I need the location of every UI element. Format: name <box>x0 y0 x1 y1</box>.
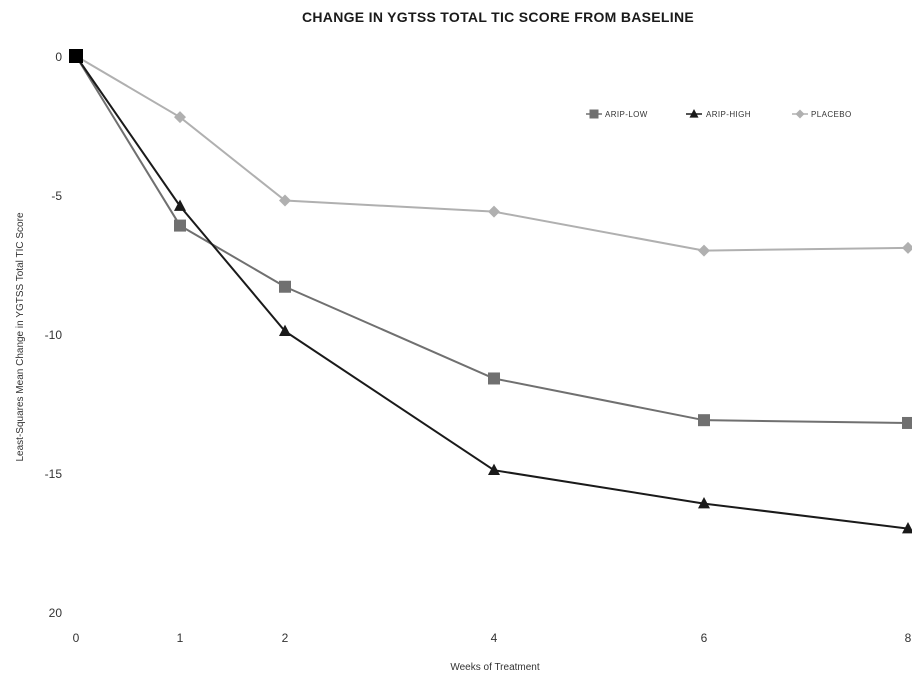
data-point-placebo <box>902 241 912 254</box>
data-point-arip-high <box>698 496 710 509</box>
y-tick-label: -15 <box>45 467 63 481</box>
x-tick-label: 2 <box>282 631 289 645</box>
data-point-arip-high <box>902 522 912 534</box>
legend-marker-arip-low <box>589 109 599 119</box>
y-tick-label: 0 <box>55 50 62 64</box>
data-point-arip-high <box>279 324 291 337</box>
chart-title: CHANGE IN YGTSS TOTAL TIC SCORE FROM BAS… <box>302 9 694 25</box>
x-tick-label: 4 <box>491 631 498 645</box>
series-layer <box>69 49 912 534</box>
series-line-placebo <box>75 55 909 252</box>
x-tick-label: 6 <box>701 631 708 645</box>
y-tick-label: 20 <box>49 606 63 620</box>
y-axis-label: Least-Squares Mean Change in YGTSS Total… <box>15 212 26 461</box>
y-tick-label: -10 <box>45 328 63 342</box>
series-arip-low <box>70 50 912 429</box>
data-point-arip-high <box>488 463 500 476</box>
legend-label: ARIP-HIGH <box>706 110 751 119</box>
legend: ARIP-LOW ARIP-HIGH PLACEBO <box>586 109 852 119</box>
data-point-arip-low <box>279 280 291 293</box>
data-point-arip-low <box>488 372 500 385</box>
series-line-arip-high <box>75 55 909 530</box>
legend-item-arip-low: ARIP-LOW <box>586 109 648 119</box>
data-point-placebo <box>488 205 500 218</box>
data-point-arip-low <box>174 219 186 232</box>
legend-item-placebo: PLACEBO <box>792 109 852 119</box>
x-tick-label: 0 <box>73 631 80 645</box>
data-point-arip-high <box>174 199 186 211</box>
legend-label: ARIP-LOW <box>605 110 648 119</box>
y-tick-label: -5 <box>51 189 62 203</box>
data-point-arip-low <box>902 416 912 429</box>
legend-item-arip-high: ARIP-HIGH <box>686 109 751 119</box>
y-axis-ticks: 0 -5 -10 -15 20 <box>45 50 63 620</box>
series-arip-high <box>70 49 912 534</box>
legend-marker-arip-high <box>689 109 699 118</box>
baseline-point <box>69 49 83 63</box>
x-axis-label: Weeks of Treatment <box>450 662 540 673</box>
legend-marker-placebo <box>795 109 805 119</box>
series-line-arip-low <box>75 55 909 424</box>
data-point-arip-low <box>698 414 710 427</box>
data-point-placebo <box>174 111 186 124</box>
x-axis-ticks: 0 1 2 4 6 8 <box>73 631 912 645</box>
legend-label: PLACEBO <box>811 110 852 119</box>
data-point-placebo <box>698 244 710 257</box>
x-tick-label: 8 <box>905 631 912 645</box>
data-point-placebo <box>279 194 291 207</box>
x-tick-label: 1 <box>177 631 184 645</box>
